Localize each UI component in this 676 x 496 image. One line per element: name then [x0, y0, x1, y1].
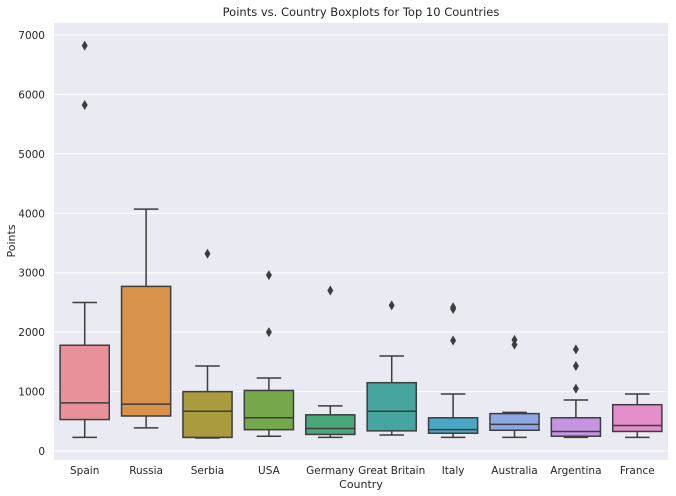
- iqr-box: [611, 403, 663, 433]
- outlier-point: [265, 270, 272, 281]
- x-tick-label: Spain: [70, 465, 99, 477]
- iqr-box: [304, 414, 356, 436]
- x-tick-label: Russia: [129, 465, 163, 477]
- outlier-point: [511, 334, 518, 345]
- iqr-box: [550, 417, 602, 437]
- outlier-point: [81, 100, 88, 111]
- x-tick-label: Italy: [442, 465, 465, 477]
- outlier-point: [450, 335, 457, 346]
- y-tick-label: 1000: [18, 387, 45, 399]
- outlier-point: [572, 344, 579, 355]
- x-tick-label: France: [620, 465, 655, 477]
- x-tick-label: Argentina: [550, 465, 601, 477]
- iqr-box: [366, 381, 418, 432]
- box-france: [611, 393, 663, 439]
- box-australia: [489, 334, 540, 439]
- outlier-point: [572, 383, 579, 394]
- y-tick-label: 6000: [18, 89, 45, 101]
- x-axis-label: Country: [339, 478, 383, 491]
- x-tick-labels: Spain Russia Serbia USA Germany Great Britain…: [70, 465, 655, 477]
- box-germany: [304, 285, 356, 439]
- iqr-box: [182, 390, 233, 439]
- box-italy: [427, 302, 479, 439]
- boxes: [59, 40, 663, 439]
- y-tick-label: 4000: [18, 208, 45, 220]
- outlier-point: [327, 285, 334, 296]
- outlier-point: [81, 40, 88, 51]
- outlier-point: [265, 327, 272, 338]
- box-argentina: [550, 344, 602, 439]
- x-tick-label: Great Britain: [358, 465, 425, 477]
- iqr-box: [59, 344, 111, 421]
- y-tick-label: 5000: [18, 149, 45, 161]
- x-tick-label: Australia: [491, 465, 537, 477]
- y-tick-labels: 0 1000 2000 3000 4000 5000 6000 7000: [18, 30, 45, 458]
- outlier-point: [450, 302, 457, 313]
- box-great-britain: [366, 300, 418, 436]
- iqr-box: [243, 389, 295, 431]
- outlier-point: [572, 361, 579, 372]
- box-serbia: [182, 248, 233, 439]
- iqr-box: [120, 285, 172, 417]
- chart-title: Points vs. Country Boxplots for Top 10 C…: [223, 5, 500, 19]
- x-tick-label: Germany: [306, 465, 354, 477]
- y-tick-label: 3000: [18, 268, 45, 280]
- box-usa: [243, 270, 295, 437]
- iqr-box: [489, 412, 540, 432]
- outlier-point: [388, 300, 395, 311]
- iqr-box: [427, 417, 479, 434]
- x-tick-label: Serbia: [191, 465, 224, 477]
- x-tick-label: USA: [258, 465, 281, 477]
- outlier-point: [204, 248, 211, 259]
- box-russia: [120, 208, 172, 429]
- y-tick-label: 2000: [18, 327, 45, 339]
- y-tick-label: 0: [38, 446, 45, 458]
- y-axis-label: Points: [5, 224, 18, 257]
- y-tick-label: 7000: [18, 30, 45, 42]
- box-spain: [59, 40, 111, 439]
